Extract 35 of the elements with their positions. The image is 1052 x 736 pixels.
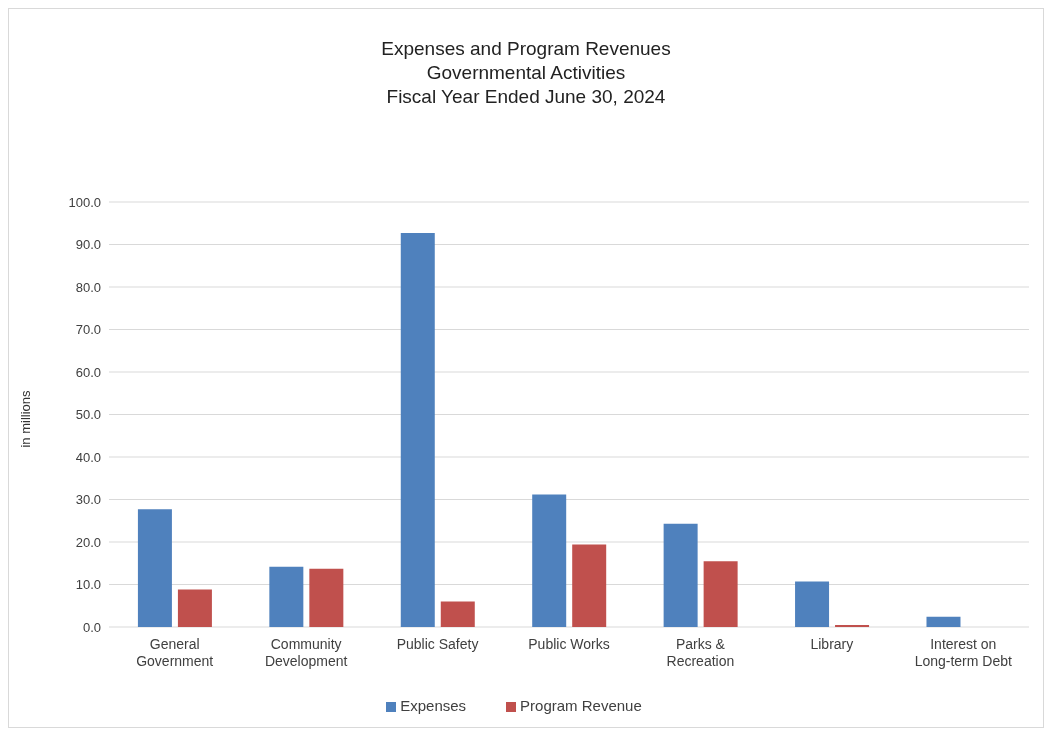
x-tick-label: Public Safety: [396, 636, 479, 652]
bar: [835, 624, 870, 627]
bar: [137, 509, 172, 627]
y-tick-label: 0.0: [82, 619, 101, 635]
y-tick-label: 30.0: [75, 492, 101, 508]
bar: [269, 566, 304, 627]
x-tick-label: Community Development: [264, 636, 348, 669]
y-tick-label: 60.0: [75, 364, 101, 380]
bar: [400, 233, 435, 627]
x-tick-label: Parks & Recreation: [666, 636, 735, 669]
y-tick-label: 20.0: [75, 534, 101, 550]
legend-label: Expenses: [400, 697, 467, 714]
y-tick-label: 80.0: [75, 279, 101, 295]
y-tick-label: 10.0: [75, 577, 101, 593]
x-tick-label: Library: [810, 636, 854, 652]
bar: [177, 589, 212, 627]
bar: [795, 581, 830, 627]
legend-label: Program Revenue: [520, 697, 642, 714]
y-tick-label: 90.0: [75, 237, 101, 253]
y-tick-label: 50.0: [75, 407, 101, 423]
x-tick-label: Interest on Long-term Debt: [914, 636, 1013, 669]
y-tick-label: 40.0: [75, 449, 101, 465]
bar: [663, 523, 698, 627]
y-tick-label: 70.0: [75, 322, 101, 338]
y-tick-label: 100.0: [68, 194, 101, 210]
x-tick-label: General Government: [136, 636, 214, 669]
bar: [703, 561, 738, 627]
bar: [440, 601, 475, 627]
bar: [572, 544, 607, 627]
bar: [926, 616, 961, 627]
y-axis-title: in millions: [17, 390, 33, 448]
bar: [309, 568, 344, 627]
chart-title: Expenses and Program Revenues Governmental Activities Fiscal Year Ended June 30, 2024: [380, 37, 672, 109]
x-tick-label: Public Works: [528, 636, 610, 652]
bar: [532, 494, 567, 627]
